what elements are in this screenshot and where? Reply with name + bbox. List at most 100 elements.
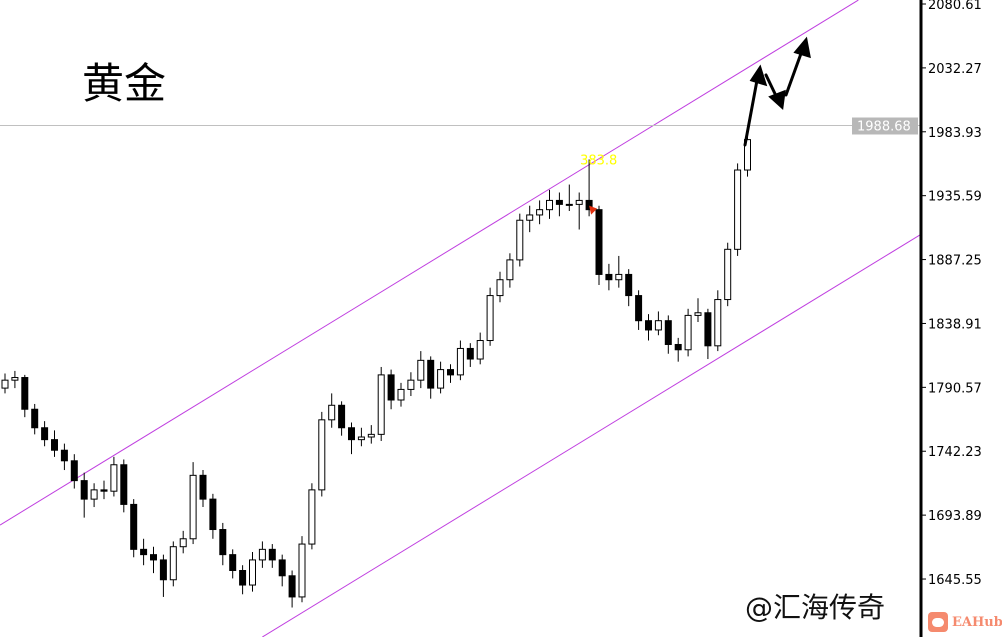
candle [229,549,237,579]
candle [575,192,583,230]
candle-body [684,314,692,351]
candle-body [31,408,39,429]
candle-body [694,312,702,316]
candle-body [338,404,346,429]
candle-body [229,554,237,571]
candle-body [130,503,138,550]
candle [437,361,445,394]
candle [179,530,187,554]
candle-body [714,299,722,347]
candle-body [585,199,593,211]
candle [140,538,148,566]
candle [625,269,633,307]
arrow-up-2 [784,46,805,97]
candle-body [51,439,58,451]
candle [51,430,58,457]
candle-body [169,546,177,581]
candle [249,551,256,592]
candle [635,290,643,330]
candle-body [100,489,108,492]
candle [298,536,306,603]
candle-body [258,548,266,561]
candle-body [239,569,247,586]
candle-body [387,374,395,401]
candle-body [357,436,365,441]
candle-body [1,379,9,389]
candle [516,213,524,267]
peak-marker [589,205,598,215]
candle [734,163,742,256]
candle-body [506,259,514,281]
candle-body [615,273,623,281]
candle-body [595,209,603,275]
candle-body [179,538,187,548]
candle [189,462,197,545]
candle-body [645,320,652,331]
channel-line-lower [262,234,921,637]
candle [11,370,19,389]
candle-body [605,273,613,281]
candle-body [328,404,336,421]
candle [466,343,474,367]
candle [377,366,385,441]
candle [645,314,652,341]
candle [130,499,138,558]
candle-body [219,529,227,556]
candle-body [199,474,207,500]
candle [536,200,544,225]
candle-body [724,248,732,301]
arrow-up-2-head [793,36,811,59]
candle [219,522,227,566]
candle-body [110,464,118,492]
candle-body [120,464,128,505]
y-tick-label: 1887.25 [928,254,982,269]
y-tick-label: 1790.57 [928,381,982,396]
candle-body [447,369,454,376]
candle [278,554,286,587]
candle-body [159,559,167,581]
candle [447,364,454,383]
candle-body [654,320,662,331]
arrow-up-1 [743,73,760,147]
candle [565,184,573,211]
candle-body [298,543,306,598]
candle [555,192,563,217]
candle [724,242,732,307]
candle-body [427,359,435,389]
candle [476,332,484,365]
candle [70,454,78,489]
candle [308,483,316,550]
candle [674,337,682,362]
candle [318,411,326,497]
chart-title: 黄金 [82,59,167,108]
candle-body [140,548,148,556]
candle [615,255,623,288]
arrow-up-1-head [749,64,768,87]
candle [110,456,118,497]
candle-body [80,480,88,500]
candle [348,422,355,455]
y-tick-label: 1838.91 [928,317,982,332]
candle [546,189,553,219]
candle-body [466,347,474,360]
candle-body [249,559,256,586]
candle-body [278,559,286,577]
candle-body [308,489,316,545]
candle-body [417,359,425,381]
candle [338,401,346,436]
candle-body [150,554,157,561]
candle [41,421,49,447]
candle [60,443,68,471]
candle [496,271,504,303]
candle [605,263,613,291]
candle [704,308,712,360]
candle [456,340,464,381]
candle-body [407,379,415,390]
candle-body [486,295,494,342]
candle-body [555,199,563,205]
candle-body [575,199,583,205]
current-price-value: 1988.68 [857,120,911,135]
candle [31,403,39,435]
annotation-arrows [743,36,811,147]
